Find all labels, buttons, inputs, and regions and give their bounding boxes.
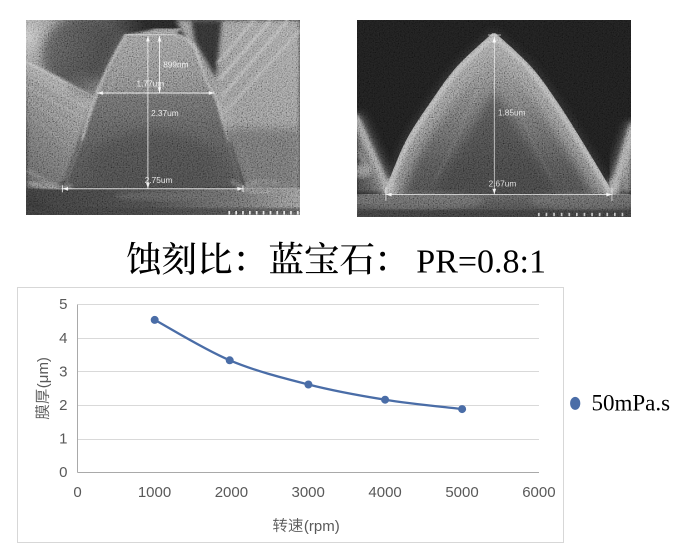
svg-text:2.75um: 2.75um: [145, 175, 173, 185]
svg-text:50mPa.s: 50mPa.s: [592, 391, 671, 416]
svg-text:3000: 3000: [292, 484, 325, 501]
svg-text:1: 1: [59, 431, 67, 448]
svg-text:2.37um: 2.37um: [151, 108, 179, 118]
svg-text:1.85um: 1.85um: [498, 108, 526, 118]
svg-text:899nm: 899nm: [163, 60, 188, 70]
svg-text:4: 4: [59, 330, 67, 347]
svg-text:0: 0: [59, 464, 67, 481]
svg-text:(rpm): (rpm): [304, 518, 340, 535]
svg-text:4000: 4000: [368, 484, 401, 501]
svg-text:2: 2: [59, 397, 67, 414]
svg-text:5: 5: [59, 296, 67, 313]
svg-text:6000: 6000: [522, 484, 555, 501]
svg-text:0: 0: [73, 484, 81, 501]
svg-text:5000: 5000: [445, 484, 478, 501]
svg-text:2.67um: 2.67um: [489, 178, 517, 188]
svg-text:1000: 1000: [138, 484, 171, 501]
svg-text:3: 3: [59, 363, 67, 380]
svg-text:PR=0.8:1: PR=0.8:1: [416, 243, 546, 280]
svg-text:1.77um: 1.77um: [137, 78, 165, 88]
svg-text:(μm): (μm): [35, 357, 52, 388]
svg-text:2000: 2000: [215, 484, 248, 501]
